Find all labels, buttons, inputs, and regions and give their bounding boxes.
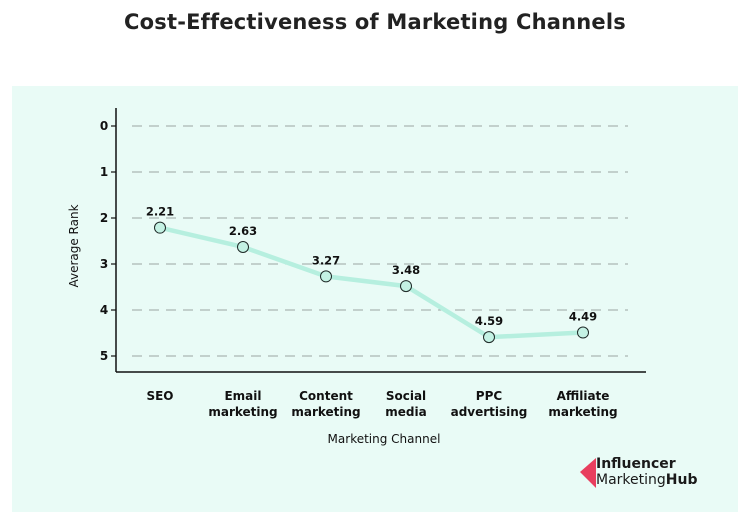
data-label: 3.48 xyxy=(392,263,420,277)
data-label: 3.27 xyxy=(312,253,340,267)
logo-line2: MarketingHub xyxy=(596,472,698,488)
x-axis-title: Marketing Channel xyxy=(328,432,441,446)
data-label: 2.63 xyxy=(229,224,257,238)
data-point xyxy=(483,331,495,344)
y-tick-label: 4 xyxy=(100,303,108,317)
x-category-label: Email marketing xyxy=(208,389,277,419)
y-tick-label: 3 xyxy=(100,257,108,271)
x-category-label: Content marketing xyxy=(291,389,360,419)
y-axis-title: Average Rank xyxy=(67,204,81,287)
logo-line2-b: Hub xyxy=(665,472,698,488)
data-label: 4.49 xyxy=(569,310,597,324)
data-point xyxy=(577,326,589,339)
logo-mark-icon xyxy=(580,458,596,488)
x-category-label: SEO xyxy=(146,389,173,403)
data-point xyxy=(237,240,249,253)
data-point xyxy=(320,270,332,283)
y-tick-label: 2 xyxy=(100,211,108,225)
x-category-label: Affiliate marketing xyxy=(548,389,617,419)
logo-line2-a: Marketing xyxy=(596,472,666,488)
data-label: 2.21 xyxy=(146,205,174,219)
y-tick-label: 0 xyxy=(100,119,108,133)
data-label: 4.59 xyxy=(475,314,503,328)
x-category-label: PPC advertising xyxy=(451,389,528,419)
series-line xyxy=(159,225,584,340)
y-tick-label: 5 xyxy=(100,349,108,363)
chart-panel xyxy=(12,86,738,512)
influencer-marketing-hub-logo: Influencer MarketingHub xyxy=(580,456,730,496)
data-point xyxy=(400,280,412,293)
x-category-label: Social media xyxy=(385,389,426,419)
data-point xyxy=(154,221,166,234)
logo-line1: Influencer xyxy=(596,456,676,472)
chart-title: Cost-Effectiveness of Marketing Channels xyxy=(124,10,626,34)
y-tick-label: 1 xyxy=(100,165,108,179)
